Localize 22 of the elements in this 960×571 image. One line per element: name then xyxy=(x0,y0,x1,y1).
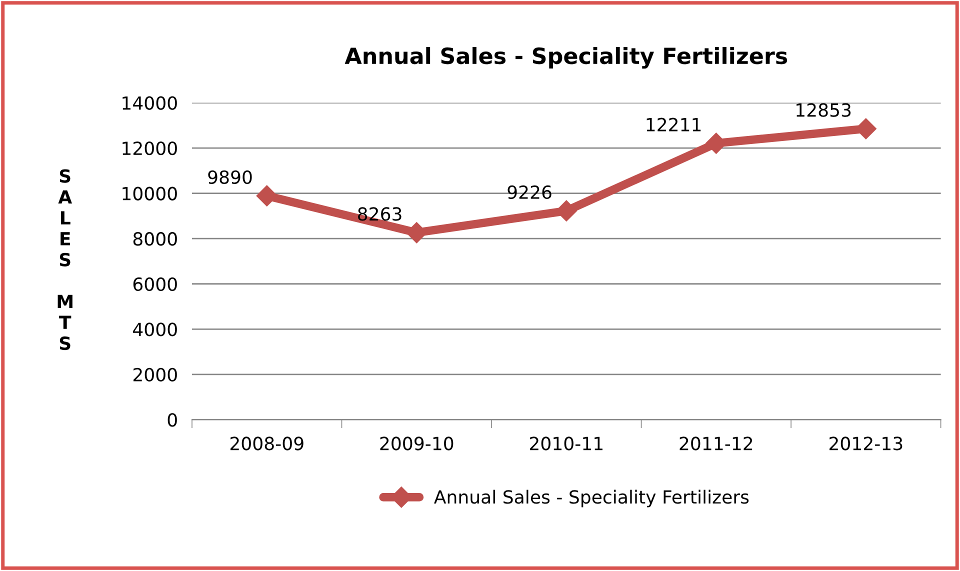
y-tick-label: 8000 xyxy=(133,232,177,246)
y-tick-label: 6000 xyxy=(133,277,177,291)
data-label: 12853 xyxy=(796,103,851,117)
data-label: 12211 xyxy=(646,118,701,132)
y-tick-label: 4000 xyxy=(133,322,177,336)
x-tick-label: 2008-09 xyxy=(230,436,304,450)
x-tick-label: 2012-13 xyxy=(830,436,902,450)
y-tick-label: 0 xyxy=(168,413,177,427)
x-tick-label: 2009-10 xyxy=(380,436,454,450)
chart-title: Annual Sales - Speciality Fertilizers xyxy=(344,47,788,69)
x-tick-label: 2010-11 xyxy=(530,436,602,450)
y-tick-label: 14000 xyxy=(122,96,177,110)
y-tick-label: 12000 xyxy=(122,142,177,156)
text: SALES MTS xyxy=(58,169,72,350)
data-label: 9890 xyxy=(208,170,252,184)
data-label: 8263 xyxy=(358,207,402,221)
point xyxy=(256,185,278,206)
legend-label: Annual Sales - Speciality Fertilizers xyxy=(434,490,749,508)
y-tick-label: 10000 xyxy=(122,186,177,200)
y-tick-label: 2000 xyxy=(133,368,177,382)
x-tick-label: 2011-12 xyxy=(680,436,752,450)
data-label: 9226 xyxy=(508,185,552,200)
